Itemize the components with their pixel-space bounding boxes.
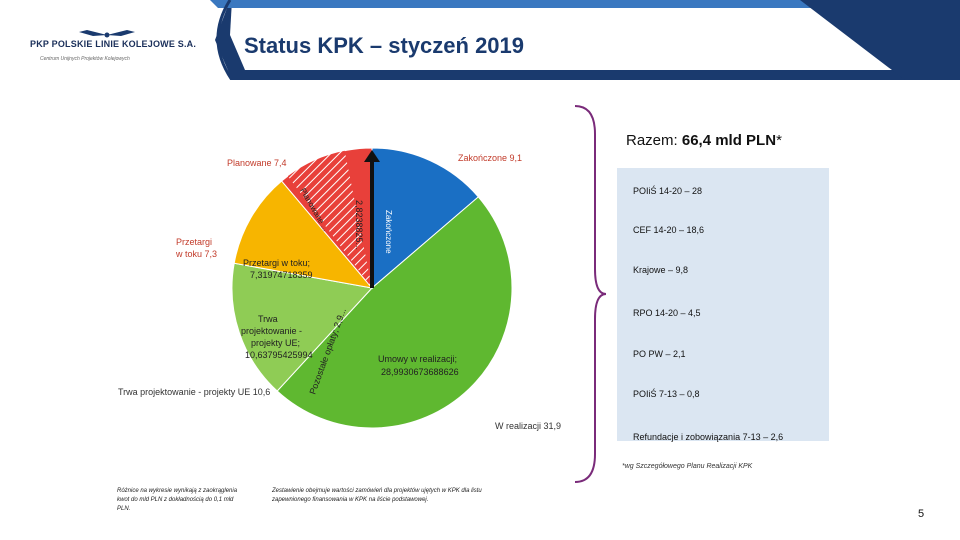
total-value: Razem: 66,4 mld PLN* bbox=[626, 132, 782, 149]
pie-slice-zakończone bbox=[371, 147, 480, 290]
footnote: *wg Szczegółowego Planu Realizacji KPK bbox=[622, 463, 753, 470]
curly-brace bbox=[574, 105, 607, 483]
label-trwa-projektowanie: Trwa projektowanie - projekty UE 10,6 bbox=[118, 387, 270, 397]
inner-label-umowy: Umowy w realizacji; 28,9930673688626 bbox=[378, 354, 459, 377]
source-item: RPO 14-20 – 4,5 bbox=[633, 308, 701, 318]
note-left: Różnice na wykresie wynikają z zaokrągle… bbox=[117, 488, 238, 512]
source-item: CEF 14-20 – 18,6 bbox=[633, 225, 705, 235]
source-item: POIiŚ 14-20 – 28 bbox=[633, 186, 703, 196]
label-zakonczone: Zakończone 9,1 bbox=[458, 153, 522, 163]
pie-slice-przetargi-w-toku bbox=[233, 180, 374, 289]
company-logo bbox=[22, 30, 192, 70]
source-item: Krajowe – 9,8 bbox=[633, 265, 689, 275]
source-item: PO PW – 2,1 bbox=[633, 349, 686, 359]
company-tagline: Centrum Unijnych Projektów Kolejowych bbox=[40, 56, 130, 62]
pie-slice-trwa-projektowanie-projekty-ue bbox=[231, 262, 373, 392]
funding-sources-panel: POIiŚ 14-20 – 28 CEF 14-20 – 18,6 Krajow… bbox=[617, 168, 829, 442]
header-bar bbox=[210, 0, 960, 80]
label-przetargi-outer: Przetargi w toku 7,3 bbox=[175, 237, 217, 259]
company-name: PKP POLSKIE LINIE KOLEJOWE S.A. bbox=[30, 39, 197, 49]
source-item: POIiŚ 7-13 – 0,8 bbox=[633, 389, 700, 399]
source-item: Refundacje i zobowiązania 7-13 – 2,6 bbox=[633, 432, 784, 442]
wings-icon bbox=[79, 30, 135, 38]
inner-label-zakonczone-rotated: 2,8238825... bbox=[354, 200, 364, 250]
page-number: 5 bbox=[918, 508, 925, 520]
note-right: Zestawienie obejmuje wartości zamówień d… bbox=[272, 488, 482, 503]
pie-slice-w-realizacji bbox=[276, 196, 513, 429]
indicator-arrow-shaft bbox=[370, 158, 374, 288]
label-w-realizacji: W realizacji 31,9 bbox=[495, 421, 561, 431]
inner-label-przetargi: Przetargi w toku; 7,31974718359 bbox=[243, 258, 313, 280]
arrow-label: Zakończone bbox=[384, 210, 393, 254]
inner-label-trwa-projektowanie: Trwa projektowanie -projekty UE; 10,637954… bbox=[241, 314, 313, 360]
page-title: Status KPK – styczeń 2019 bbox=[244, 33, 525, 58]
label-planowane: Planowane 7,4 bbox=[227, 158, 287, 168]
indicator-arrow-head bbox=[364, 150, 380, 162]
pie-slice-planowane-hatched bbox=[287, 150, 372, 288]
